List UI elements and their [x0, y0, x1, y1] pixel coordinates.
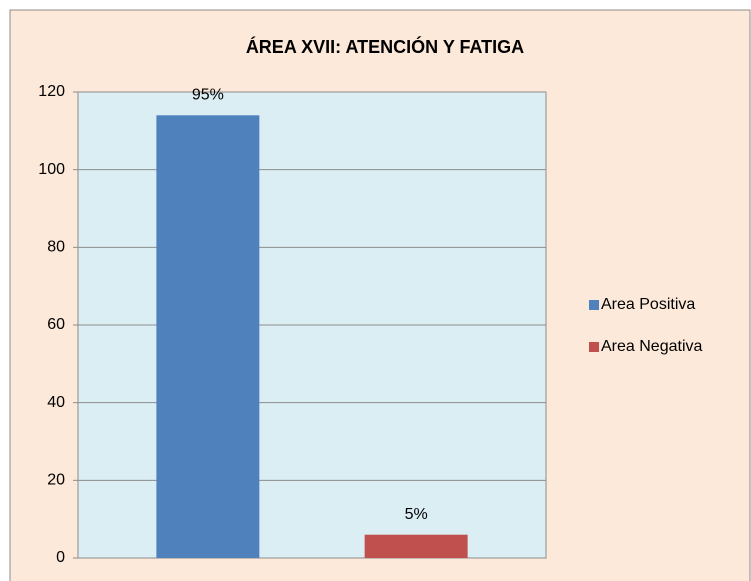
legend-swatch — [589, 342, 599, 352]
y-tick-label: 20 — [47, 472, 65, 489]
y-tick-label: 100 — [38, 161, 65, 178]
bar — [156, 115, 260, 559]
y-tick-label: 80 — [47, 239, 65, 256]
legend-label: Area Positiva — [601, 296, 695, 313]
chart-title: ÁREA XVII: ATENCIÓN Y FATIGA — [246, 36, 524, 57]
y-tick-label: 40 — [47, 394, 65, 411]
bar — [364, 534, 468, 558]
legend-label: Area Negativa — [601, 338, 702, 355]
y-tick-label: 60 — [47, 316, 65, 333]
y-tick-label: 0 — [56, 549, 65, 566]
data-label: 5% — [405, 506, 428, 523]
legend-swatch — [589, 300, 599, 310]
data-label: 95% — [192, 87, 224, 104]
y-tick-label: 120 — [38, 83, 65, 100]
